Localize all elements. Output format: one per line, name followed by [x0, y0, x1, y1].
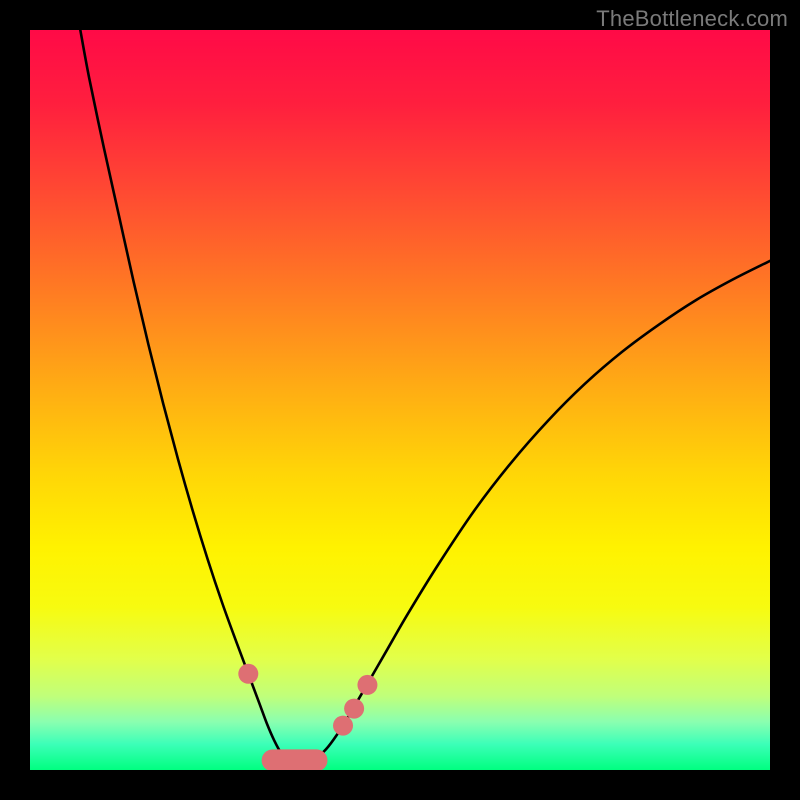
marker-dot — [357, 675, 377, 695]
plot-area — [30, 30, 770, 770]
marker-pill — [262, 749, 328, 770]
curve-layer — [30, 30, 770, 770]
marker-dot — [333, 716, 353, 736]
chart-frame — [0, 0, 800, 800]
marker-dot — [344, 699, 364, 719]
watermark-text: TheBottleneck.com — [596, 6, 788, 32]
bottleneck-curve — [80, 30, 770, 761]
marker-dot — [238, 664, 258, 684]
